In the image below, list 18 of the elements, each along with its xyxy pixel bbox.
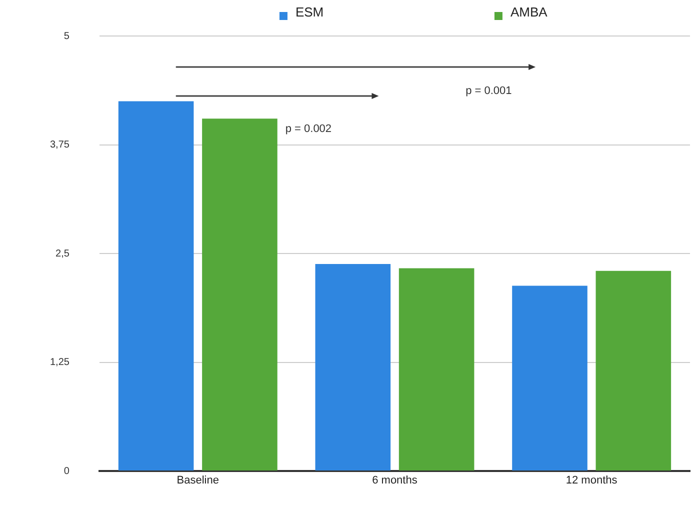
annotation: p = 0.002: [285, 123, 332, 136]
y-tick-label: 1,25: [50, 357, 70, 368]
bar: [118, 101, 194, 470]
annotation: p = 0.001: [466, 85, 512, 98]
y-tick-label: 3,75: [50, 140, 70, 150]
legend-label: ESM: [295, 4, 324, 20]
legend-label: AMBA: [510, 4, 548, 20]
x-tick-label: 12 months: [566, 474, 618, 487]
y-tick-label: 0: [64, 466, 70, 477]
x-tick-label: Baseline: [176, 474, 219, 487]
bar: [596, 270, 672, 470]
bar: [398, 268, 474, 470]
bar: [202, 118, 278, 470]
x-tick-label: 6 months: [372, 474, 418, 487]
y-tick-label: 2,5: [56, 248, 70, 260]
bar: [512, 286, 588, 470]
y-tick-label: 5: [64, 30, 70, 42]
bar: [315, 264, 391, 470]
